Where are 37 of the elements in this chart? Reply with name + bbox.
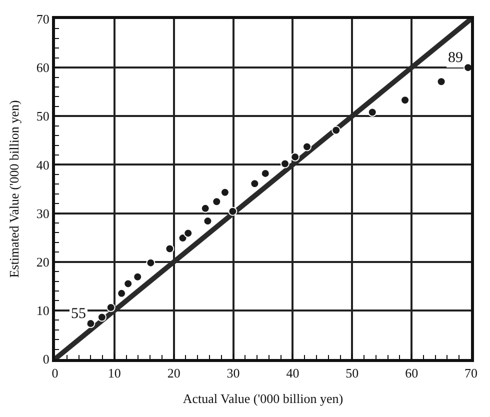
point: [165, 244, 174, 254]
point: [106, 303, 116, 312]
y-tick-label: 0: [42, 352, 50, 367]
x-tick-label: 60: [405, 366, 418, 381]
y-axis-title: Estimated Value ('000 billion yen): [6, 100, 22, 278]
point: [212, 197, 222, 206]
point: [200, 204, 210, 213]
annotation: 55: [71, 306, 86, 322]
point: [133, 272, 142, 282]
x-tick-label: 30: [226, 366, 240, 381]
point: [117, 288, 126, 298]
point: [86, 319, 96, 328]
point: [184, 228, 193, 238]
y-tick-label: 20: [36, 254, 50, 270]
point: [146, 258, 156, 268]
annotation: 89: [448, 50, 463, 66]
y-tick-label: 60: [36, 60, 50, 76]
x-tick-label: 10: [108, 366, 121, 381]
point: [436, 77, 446, 86]
y-tick-label: 30: [36, 206, 50, 221]
x-tick-label: 20: [167, 366, 180, 381]
point: [124, 279, 133, 288]
x-tick-label: 50: [346, 366, 359, 381]
y-tick-label: 40: [36, 157, 50, 172]
x-tick-label: 70: [464, 366, 478, 381]
x-tick-label: 40: [286, 366, 300, 381]
point: [290, 152, 300, 162]
point: [332, 126, 341, 135]
y-tick-label: 50: [36, 108, 50, 124]
point: [368, 108, 377, 117]
point: [97, 312, 106, 322]
x-axis-title: Actual Value ('000 billion yen): [182, 391, 344, 406]
point: [228, 206, 238, 216]
point: [280, 159, 290, 168]
point: [250, 179, 260, 188]
y-tick-label: 10: [36, 302, 50, 318]
y-tick-label: 70: [36, 12, 50, 27]
